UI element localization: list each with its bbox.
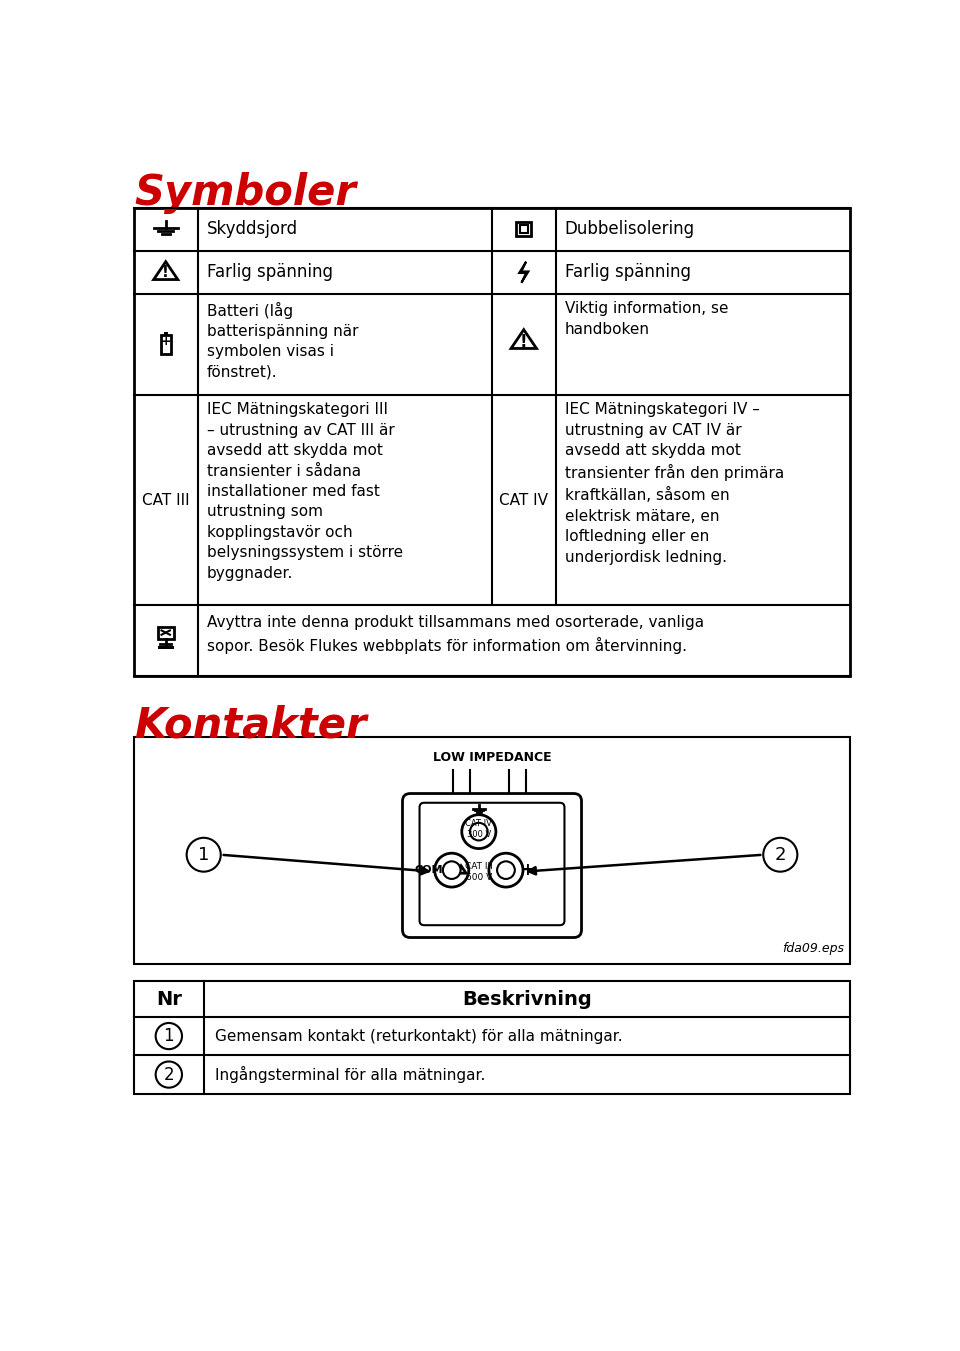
Bar	[164, 332, 168, 335]
Text: +: +	[520, 861, 535, 880]
Circle shape	[470, 823, 488, 840]
Text: Nr: Nr	[156, 990, 181, 1009]
Text: Avyttra inte denna produkt tillsammans med osorterade, vanliga
sopor. Besök Fluk: Avyttra inte denna produkt tillsammans m…	[206, 615, 704, 654]
Bar	[134, 208, 850, 676]
Text: Viktig information, se
handboken: Viktig information, se handboken	[564, 301, 729, 336]
Text: Kontakter: Kontakter	[134, 705, 367, 747]
Text: CAT III
600 V: CAT III 600 V	[465, 862, 492, 882]
Text: !: !	[162, 265, 169, 281]
Circle shape	[156, 1062, 182, 1088]
Polygon shape	[519, 262, 528, 282]
Polygon shape	[511, 330, 537, 349]
Bar	[157, 627, 174, 639]
Text: !: !	[520, 332, 528, 350]
FancyBboxPatch shape	[402, 793, 582, 938]
Bar	[157, 646, 174, 650]
Text: Farlig spänning: Farlig spänning	[206, 263, 333, 281]
Text: IEC Mätningskategori III
– utrustning av CAT III är
avsedd att skydda mot
transi: IEC Mätningskategori III – utrustning av…	[206, 403, 403, 581]
Polygon shape	[456, 866, 467, 873]
Text: CAT III: CAT III	[142, 493, 189, 508]
Text: 1: 1	[198, 846, 209, 863]
Text: 1: 1	[163, 1027, 174, 1046]
Circle shape	[156, 1023, 182, 1050]
Text: Gemensam kontakt (returkontakt) för alla mätningar.: Gemensam kontakt (returkontakt) för alla…	[215, 1028, 623, 1043]
FancyBboxPatch shape	[420, 802, 564, 925]
Text: Ingångsterminal för alla mätningar.: Ingångsterminal för alla mätningar.	[215, 1066, 486, 1084]
Text: LOW IMPEDANCE: LOW IMPEDANCE	[433, 751, 551, 765]
Text: fda09.eps: fda09.eps	[781, 942, 844, 955]
Circle shape	[489, 854, 523, 888]
Bar	[134, 981, 850, 1094]
Circle shape	[443, 862, 461, 880]
Text: Skyddsjord: Skyddsjord	[206, 220, 298, 238]
Text: COM: COM	[414, 865, 443, 875]
Text: Dubbelisolering: Dubbelisolering	[564, 220, 695, 238]
Text: !: !	[459, 866, 463, 875]
Text: 2: 2	[775, 846, 786, 863]
Text: Beskrivning: Beskrivning	[462, 990, 591, 1009]
Bar	[161, 335, 171, 354]
Text: +: +	[160, 335, 171, 349]
Circle shape	[462, 815, 496, 848]
Text: CAT IV
300 V: CAT IV 300 V	[466, 819, 492, 839]
Text: Symboler: Symboler	[134, 172, 356, 213]
Circle shape	[763, 838, 798, 871]
Text: IEC Mätningskategori IV –
utrustning av CAT IV är
avsedd att skydda mot
transien: IEC Mätningskategori IV – utrustning av …	[564, 403, 784, 565]
Text: Farlig spänning: Farlig spänning	[564, 263, 691, 281]
Text: CAT IV: CAT IV	[499, 493, 548, 508]
Circle shape	[497, 862, 515, 880]
Circle shape	[435, 854, 468, 888]
Text: Batteri (låg
batterispänning när
symbolen visas i
fönstret).: Batteri (låg batterispänning när symbole…	[206, 301, 358, 380]
Text: 2: 2	[163, 1066, 174, 1084]
Polygon shape	[154, 262, 178, 280]
Bar	[519, 224, 528, 234]
Bar	[134, 738, 850, 965]
Bar	[516, 222, 531, 236]
Circle shape	[186, 838, 221, 871]
